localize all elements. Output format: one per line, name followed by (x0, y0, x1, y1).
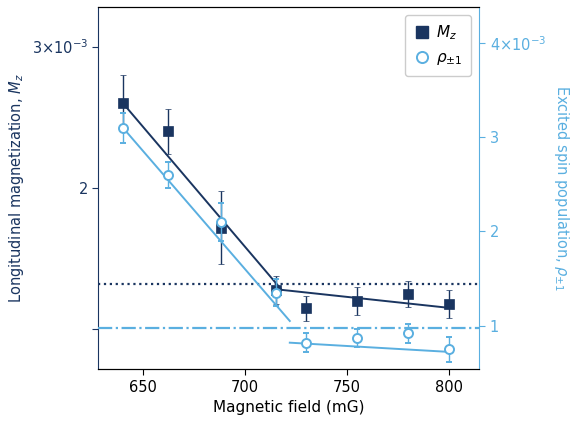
Y-axis label: Excited spin population, $\rho_{\pm1}$: Excited spin population, $\rho_{\pm1}$ (552, 85, 571, 291)
X-axis label: Magnetic field (mG): Magnetic field (mG) (213, 400, 365, 415)
Legend: $M_z$, $\rho_{\pm1}$: $M_z$, $\rho_{\pm1}$ (405, 15, 472, 76)
Y-axis label: Longitudinal magnetization, $M_z$: Longitudinal magnetization, $M_z$ (7, 73, 26, 303)
